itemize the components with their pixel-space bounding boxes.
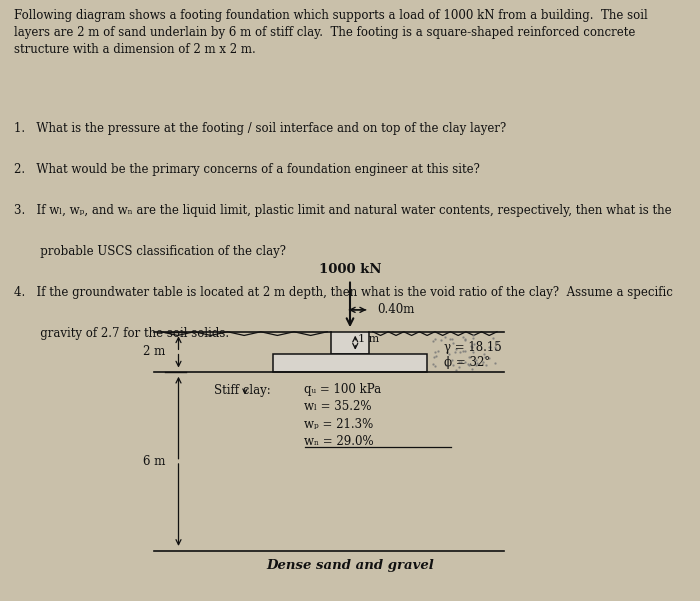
Text: Following diagram shows a footing foundation which supports a load of 1000 kN fr: Following diagram shows a footing founda… [14, 8, 648, 56]
Text: wₙ = 29.0%: wₙ = 29.0% [304, 435, 374, 448]
Text: gravity of 2.7 for the soil solids.: gravity of 2.7 for the soil solids. [14, 328, 229, 340]
Text: 1 m: 1 m [358, 334, 379, 344]
Bar [273, 353, 427, 372]
Text: γ = 18.15: γ = 18.15 [444, 341, 503, 355]
Text: Stiff clay:: Stiff clay: [214, 384, 270, 397]
Text: 0.40m: 0.40m [378, 304, 415, 316]
Text: Dense sand and gravel: Dense sand and gravel [266, 559, 434, 572]
Text: qᵤ = 100 kPa: qᵤ = 100 kPa [304, 383, 382, 396]
Text: 1.   What is the pressure at the footing / soil interface and on top of the clay: 1. What is the pressure at the footing /… [14, 123, 506, 135]
Text: probable USCS classification of the clay?: probable USCS classification of the clay… [14, 245, 286, 258]
Text: wₚ = 21.3%: wₚ = 21.3% [304, 418, 374, 431]
Text: ϕ = 32°: ϕ = 32° [444, 356, 491, 368]
Text: 2.   What would be the primary concerns of a foundation engineer at this site?: 2. What would be the primary concerns of… [14, 163, 480, 176]
Text: wₗ = 35.2%: wₗ = 35.2% [304, 400, 372, 413]
Text: 6 m: 6 m [143, 455, 165, 468]
Text: 3.   If wₗ, wₚ, and wₙ are the liquid limit, plastic limit and natural water con: 3. If wₗ, wₚ, and wₙ are the liquid limi… [14, 204, 671, 218]
Bar [330, 332, 370, 353]
Text: 1000 kN: 1000 kN [318, 263, 382, 275]
Text: 2 m: 2 m [143, 346, 165, 358]
Text: 4.   If the groundwater table is located at 2 m depth, then what is the void rat: 4. If the groundwater table is located a… [14, 286, 673, 299]
